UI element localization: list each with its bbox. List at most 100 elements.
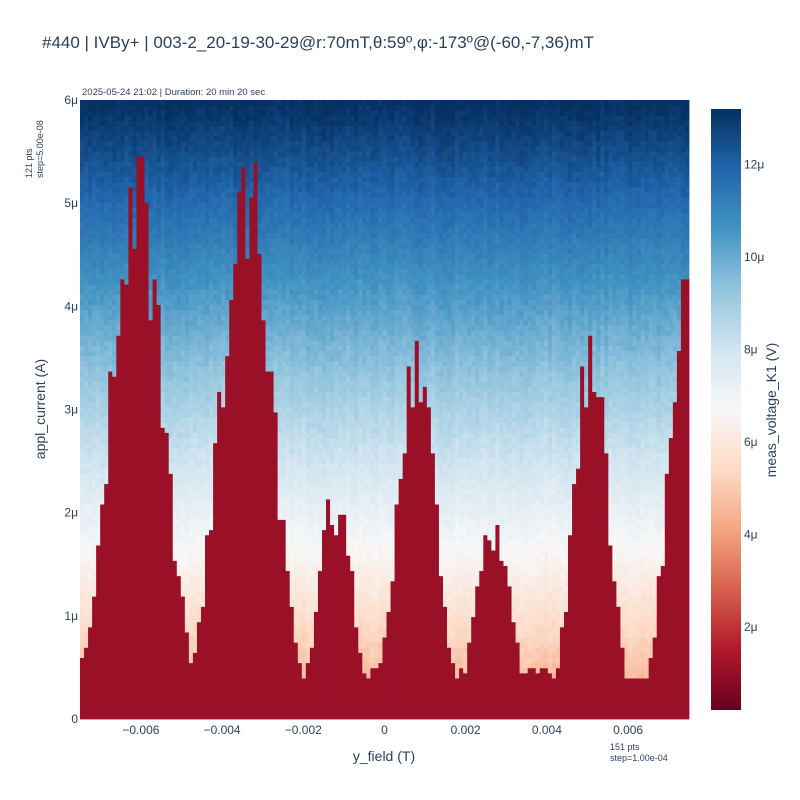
heatmap-cell[interactable]	[88, 391, 93, 398]
heatmap-cell[interactable]	[321, 376, 327, 382]
heatmap-cell[interactable]	[112, 140, 117, 147]
heatmap-cell[interactable]	[225, 146, 230, 152]
heatmap-cell[interactable]	[269, 171, 274, 178]
heatmap-cell[interactable]	[305, 550, 311, 556]
heatmap-cell[interactable]	[358, 156, 363, 162]
heatmap-cell[interactable]	[321, 391, 327, 398]
heatmap-cell[interactable]	[92, 309, 97, 316]
heatmap-cell[interactable]	[277, 130, 283, 137]
heatmap-cell[interactable]	[213, 140, 218, 147]
heatmap-cell[interactable]	[88, 151, 93, 157]
heatmap-cell[interactable]	[265, 258, 270, 265]
heatmap-cell[interactable]	[317, 539, 323, 546]
heatmap-cell[interactable]	[350, 258, 355, 265]
heatmap-cell[interactable]	[184, 606, 190, 612]
heatmap-cell[interactable]	[172, 499, 178, 505]
heatmap-cell[interactable]	[188, 386, 194, 392]
heatmap-cell[interactable]	[124, 125, 129, 132]
heatmap-cell[interactable]	[192, 499, 198, 505]
heatmap-cell[interactable]	[192, 176, 198, 183]
heatmap-cell[interactable]	[200, 509, 206, 515]
heatmap-cell[interactable]	[192, 309, 198, 316]
heatmap-cell[interactable]	[334, 284, 339, 290]
heatmap-cell[interactable]	[285, 396, 291, 403]
heatmap-cell[interactable]	[180, 493, 186, 500]
heatmap-cell[interactable]	[168, 171, 174, 178]
heatmap-cell[interactable]	[301, 130, 307, 137]
heatmap-cell[interactable]	[176, 284, 182, 290]
heatmap-cell[interactable]	[168, 135, 174, 142]
heatmap-cell[interactable]	[277, 350, 283, 357]
heatmap-cell[interactable]	[326, 371, 331, 377]
heatmap-cell[interactable]	[273, 325, 279, 331]
heatmap-cell[interactable]	[152, 207, 158, 213]
heatmap-cell[interactable]	[273, 135, 279, 142]
heatmap-cell[interactable]	[313, 381, 319, 387]
heatmap-cell[interactable]	[168, 263, 174, 270]
heatmap-cell[interactable]	[180, 151, 186, 157]
heatmap-cell[interactable]	[92, 483, 97, 490]
heatmap-cell[interactable]	[281, 212, 287, 219]
heatmap-cell[interactable]	[346, 406, 351, 413]
heatmap-cell[interactable]	[301, 412, 307, 418]
heatmap-cell[interactable]	[237, 176, 242, 183]
heatmap-cell[interactable]	[293, 366, 299, 372]
heatmap-cell[interactable]	[293, 463, 299, 469]
heatmap-cell[interactable]	[281, 447, 287, 454]
heatmap-cell[interactable]	[301, 652, 307, 659]
heatmap-cell[interactable]	[100, 427, 105, 433]
heatmap-cell[interactable]	[317, 499, 323, 505]
heatmap-cell[interactable]	[313, 202, 319, 208]
heatmap-cell[interactable]	[261, 192, 266, 198]
heatmap-cell[interactable]	[317, 524, 323, 531]
heatmap-cell[interactable]	[265, 319, 270, 326]
heatmap-cell[interactable]	[281, 156, 287, 162]
heatmap-cell[interactable]	[313, 371, 319, 377]
heatmap-cell[interactable]	[209, 499, 214, 505]
heatmap-cell[interactable]	[265, 299, 270, 306]
heatmap-cell[interactable]	[168, 110, 174, 116]
heatmap-cell[interactable]	[330, 156, 335, 162]
heatmap-cell[interactable]	[196, 504, 202, 510]
heatmap-cell[interactable]	[317, 340, 323, 346]
heatmap-cell[interactable]	[180, 452, 186, 459]
heatmap-cell[interactable]	[196, 268, 202, 275]
heatmap-cell[interactable]	[108, 135, 113, 142]
heatmap-cell[interactable]	[309, 279, 315, 285]
heatmap-cell[interactable]	[164, 243, 170, 249]
heatmap-cell[interactable]	[217, 345, 222, 352]
heatmap-cell[interactable]	[88, 396, 93, 403]
heatmap-cell[interactable]	[305, 309, 311, 316]
heatmap-cell[interactable]	[277, 243, 283, 249]
heatmap-cell-superconducting[interactable]	[362, 672, 367, 720]
heatmap-cell[interactable]	[200, 591, 206, 597]
heatmap-cell[interactable]	[116, 151, 121, 157]
heatmap-cell[interactable]	[200, 350, 206, 357]
heatmap-cell[interactable]	[285, 314, 291, 321]
heatmap-cell[interactable]	[293, 304, 299, 311]
heatmap-cell[interactable]	[108, 325, 113, 331]
heatmap-cell[interactable]	[269, 238, 274, 244]
heatmap-cell[interactable]	[209, 504, 214, 510]
heatmap-cell[interactable]	[80, 621, 85, 628]
heatmap-cell[interactable]	[160, 396, 166, 403]
heatmap-cell[interactable]	[88, 575, 93, 582]
heatmap-cell[interactable]	[281, 304, 287, 311]
heatmap-cell[interactable]	[326, 217, 331, 224]
heatmap-cell[interactable]	[346, 396, 351, 403]
heatmap-cell[interactable]	[164, 273, 170, 280]
heatmap-cell[interactable]	[277, 355, 283, 362]
heatmap-cell[interactable]	[88, 371, 93, 377]
heatmap-cell-superconducting[interactable]	[136, 156, 141, 720]
heatmap-cell[interactable]	[160, 105, 166, 111]
heatmap-cell[interactable]	[148, 181, 153, 188]
heatmap-cell[interactable]	[144, 181, 149, 188]
heatmap-cell[interactable]	[317, 509, 323, 515]
heatmap-cell[interactable]	[84, 555, 89, 561]
heatmap-cell-superconducting[interactable]	[156, 304, 162, 720]
heatmap-cell[interactable]	[281, 146, 287, 152]
heatmap-cell[interactable]	[330, 406, 335, 413]
heatmap-cell[interactable]	[326, 452, 331, 459]
heatmap-cell[interactable]	[358, 309, 363, 316]
heatmap-cell[interactable]	[346, 207, 351, 213]
